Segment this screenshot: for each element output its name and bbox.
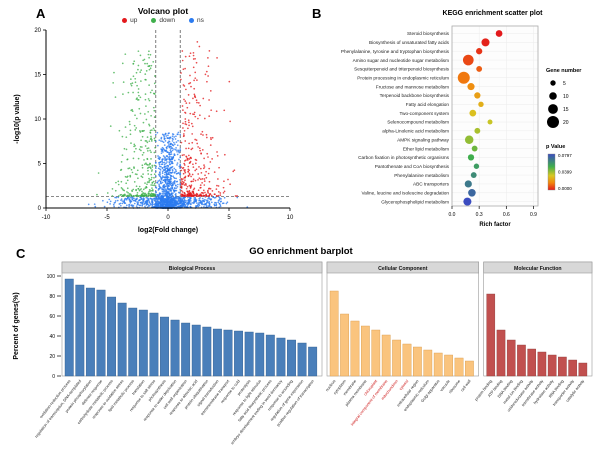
svg-text:100: 100 xyxy=(47,274,56,280)
svg-text:Gene number: Gene number xyxy=(546,68,582,74)
svg-text:cytosol: cytosol xyxy=(398,378,409,391)
svg-text:40: 40 xyxy=(49,334,55,340)
svg-text:10: 10 xyxy=(563,94,569,100)
svg-text:cell wall: cell wall xyxy=(459,378,471,392)
svg-text:Glycerophospholipid metabolism: Glycerophospholipid metabolism xyxy=(381,199,449,204)
svg-text:Cellular Component: Cellular Component xyxy=(378,266,428,272)
legend-dot-down-icon xyxy=(151,18,157,23)
legend-label-down: down xyxy=(159,17,175,24)
legend-item-down: down xyxy=(151,17,175,24)
svg-text:Biological Process: Biological Process xyxy=(169,266,216,272)
svg-text:Phenylalanine, tyrosine and tr: Phenylalanine, tyrosine and tryptophan b… xyxy=(341,49,450,54)
svg-text:0.9: 0.9 xyxy=(530,212,537,218)
svg-text:15: 15 xyxy=(34,73,41,79)
svg-text:0.3: 0.3 xyxy=(476,212,483,218)
svg-text:5: 5 xyxy=(227,215,231,221)
kegg-title: KEGG enrichment scatter plot xyxy=(442,10,543,17)
svg-text:-5: -5 xyxy=(104,215,110,221)
svg-text:0.0399: 0.0399 xyxy=(558,170,572,175)
svg-text:5: 5 xyxy=(38,162,42,168)
svg-text:20: 20 xyxy=(563,120,569,126)
svg-text:0.6: 0.6 xyxy=(503,212,510,218)
volcano-legend: up down ns xyxy=(48,17,278,24)
legend-label-up: up xyxy=(130,17,138,24)
svg-text:Fatty acid elongation: Fatty acid elongation xyxy=(406,102,450,107)
svg-text:5: 5 xyxy=(563,81,566,87)
svg-text:Valine, leucine and isoleucine: Valine, leucine and isoleucine degradati… xyxy=(362,191,450,196)
svg-text:Two-component system: Two-component system xyxy=(400,111,450,116)
svg-text:0.0797: 0.0797 xyxy=(558,153,572,158)
volcano-panel: A Volcano plot up down ns 0 5 10 15 20 -10 -5 0… xyxy=(8,2,300,244)
svg-text:Pantothenate and CoA biosynthe: Pantothenate and CoA biosynthesis xyxy=(375,164,450,169)
svg-text:Steroid biosynthesis: Steroid biosynthesis xyxy=(407,31,450,36)
svg-text:0.0000: 0.0000 xyxy=(558,186,572,191)
svg-text:AMPK signaling pathway: AMPK signaling pathway xyxy=(397,137,450,142)
svg-text:0: 0 xyxy=(166,215,170,221)
panel-a-letter: A xyxy=(36,6,46,21)
go-title: GO enrichment barplot xyxy=(249,246,353,257)
legend-dot-ns-icon xyxy=(188,18,194,23)
volcano-title: Volcano plot xyxy=(137,6,189,16)
legend-dot-up-icon xyxy=(122,18,128,23)
svg-text:-10: -10 xyxy=(42,215,51,221)
svg-text:Molecular Function: Molecular Function xyxy=(514,266,562,272)
svg-text:Ether lipid metabolism: Ether lipid metabolism xyxy=(403,146,449,151)
svg-text:60: 60 xyxy=(49,314,55,320)
svg-text:0.0: 0.0 xyxy=(449,212,456,218)
panel-b-letter: B xyxy=(312,6,322,21)
svg-text:regulation of transcription, D: regulation of transcription, DNA-templat… xyxy=(34,379,83,439)
svg-text:0: 0 xyxy=(38,206,42,212)
legend-item-ns: ns xyxy=(188,17,204,24)
svg-text:Terpenoid backbone biosynthesi: Terpenoid backbone biosynthesis xyxy=(380,93,450,98)
svg-text:alpha-Linolenic acid metabolis: alpha-Linolenic acid metabolism xyxy=(382,129,449,134)
svg-text:10: 10 xyxy=(34,117,41,123)
svg-text:Percent of genes(%): Percent of genes(%) xyxy=(13,292,20,359)
svg-text:log2(Fold change): log2(Fold change) xyxy=(138,227,198,234)
svg-text:Protein processing in endoplas: Protein processing in endoplasmic reticu… xyxy=(357,75,449,80)
kegg-panel: B KEGG enrichment scatter plot Steroid b… xyxy=(300,2,598,244)
svg-text:Selenocompound metabolism: Selenocompound metabolism xyxy=(387,120,449,125)
go-bar-chart: 0 20 40 60 80 100 Percent of genes(%) Biologica… xyxy=(13,261,593,445)
volcano-scatter-chart: 0 5 10 15 20 -10 -5 0 5 10 log2(Fold change) -log10… xyxy=(14,28,294,234)
legend-label-ns: ns xyxy=(196,17,204,24)
go-panel: C GO enrichment barplot 0 20 40 60 80 100 Perc… xyxy=(6,246,596,466)
svg-text:0: 0 xyxy=(52,374,55,380)
svg-text:-log10(p value): -log10(p value) xyxy=(14,94,21,143)
panel-c-letter: C xyxy=(16,246,26,261)
svg-text:10: 10 xyxy=(287,215,294,221)
svg-text:80: 80 xyxy=(49,294,55,300)
kegg-bubble-chart: Steroid biosynthesis Biosynthesis of unsa… xyxy=(341,25,582,228)
svg-text:20: 20 xyxy=(34,28,41,34)
svg-text:15: 15 xyxy=(563,107,569,113)
legend-item-up: up xyxy=(122,17,137,24)
svg-text:Phenylalanine metabolism: Phenylalanine metabolism xyxy=(394,173,449,178)
svg-text:Amino sugar and nucleotide sug: Amino sugar and nucleotide sugar metabol… xyxy=(353,58,450,63)
svg-text:p Value: p Value xyxy=(546,144,565,150)
svg-text:Rich factor: Rich factor xyxy=(479,222,511,228)
svg-text:ABC transporters: ABC transporters xyxy=(413,182,450,187)
svg-text:Sesquiterpenoid and triterpeno: Sesquiterpenoid and triterpenoid biosynt… xyxy=(354,67,450,72)
svg-text:20: 20 xyxy=(49,354,55,360)
svg-text:Biosynthesis of unsaturated fa: Biosynthesis of unsaturated fatty acids xyxy=(369,40,450,45)
svg-text:Fructose and mannose metabolis: Fructose and mannose metabolism xyxy=(376,84,449,89)
svg-text:Carbon fixation in photosynthe: Carbon fixation in photosynthetic organi… xyxy=(358,155,450,160)
